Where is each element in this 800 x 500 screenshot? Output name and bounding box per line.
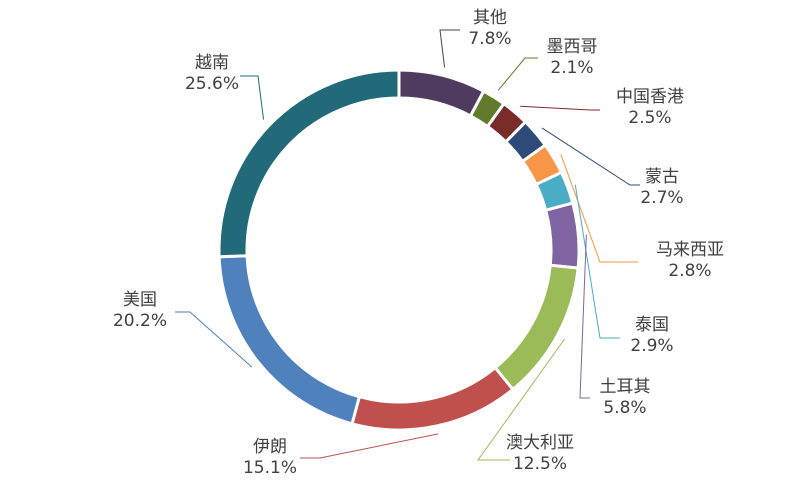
slice-value-label: 2.7% [640, 188, 683, 208]
slice-value-label: 5.8% [603, 398, 646, 418]
slice-value-label: 2.5% [628, 108, 671, 128]
slice-label: 马来西亚 [656, 240, 724, 260]
leader-line [240, 75, 265, 120]
slice-label: 澳大利亚 [506, 433, 574, 453]
leader-line [574, 184, 620, 339]
leader-line [300, 433, 439, 459]
slices-group [217, 68, 581, 432]
slice-label: 土耳其 [600, 377, 651, 397]
slice-value-label: 25.6% [185, 74, 239, 94]
donut-slice [350, 365, 515, 432]
leader-lines-group [175, 29, 640, 461]
slice-label: 美国 [123, 290, 157, 310]
slice-label: 蒙古 [645, 167, 679, 187]
donut-slice [397, 68, 486, 118]
leader-line [541, 127, 640, 186]
slice-label: 伊朗 [253, 437, 287, 457]
slice-value-label: 12.5% [513, 454, 567, 474]
leader-line [477, 338, 565, 461]
slice-label: 其他 [473, 8, 507, 28]
slice-label: 越南 [195, 53, 229, 73]
donut-slice [217, 254, 362, 426]
leader-line [497, 57, 538, 91]
slice-label: 泰国 [635, 315, 669, 335]
leader-line [560, 154, 638, 263]
leader-line [175, 311, 253, 368]
leader-line [439, 29, 460, 68]
donut-slice [543, 201, 581, 270]
slice-value-label: 2.8% [668, 261, 711, 281]
slice-value-label: 20.2% [113, 311, 167, 331]
slice-label: 中国香港 [616, 87, 684, 107]
leader-line [520, 105, 600, 111]
leader-line [579, 234, 590, 399]
slice-label: 墨西哥 [547, 37, 598, 57]
slice-value-label: 7.8% [468, 29, 511, 49]
donut-slice [493, 263, 580, 392]
slice-value-label: 2.1% [550, 58, 593, 78]
slice-value-label: 2.9% [630, 336, 673, 356]
slice-value-label: 15.1% [243, 458, 297, 478]
donut-slice [217, 68, 401, 259]
